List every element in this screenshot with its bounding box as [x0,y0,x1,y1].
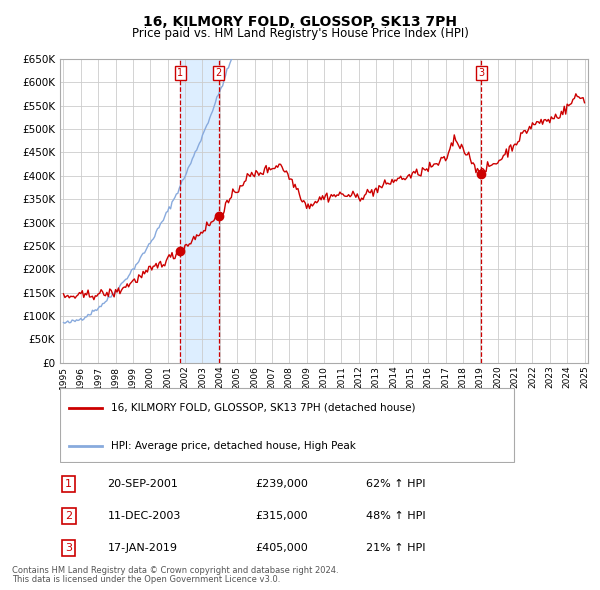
Text: 1: 1 [177,68,183,78]
Text: Price paid vs. HM Land Registry's House Price Index (HPI): Price paid vs. HM Land Registry's House … [131,27,469,40]
Bar [180,59,219,363]
Text: 16, KILMORY FOLD, GLOSSOP, SK13 7PH: 16, KILMORY FOLD, GLOSSOP, SK13 7PH [143,15,457,29]
Text: 11-DEC-2003: 11-DEC-2003 [107,512,181,521]
Text: 21% ↑ HPI: 21% ↑ HPI [366,543,426,553]
Text: 17-JAN-2019: 17-JAN-2019 [107,543,178,553]
Text: 2: 2 [65,512,73,521]
FancyBboxPatch shape [60,388,514,461]
Text: Contains HM Land Registry data © Crown copyright and database right 2024.: Contains HM Land Registry data © Crown c… [12,566,338,575]
Text: £315,000: £315,000 [256,512,308,521]
Text: 2: 2 [215,68,222,78]
Text: £239,000: £239,000 [256,479,308,489]
Text: HPI: Average price, detached house, High Peak: HPI: Average price, detached house, High… [112,441,356,451]
Text: £405,000: £405,000 [256,543,308,553]
Text: 3: 3 [478,68,484,78]
Text: 3: 3 [65,543,72,553]
Text: 20-SEP-2001: 20-SEP-2001 [107,479,178,489]
Text: 16, KILMORY FOLD, GLOSSOP, SK13 7PH (detached house): 16, KILMORY FOLD, GLOSSOP, SK13 7PH (det… [112,403,416,413]
Text: 62% ↑ HPI: 62% ↑ HPI [366,479,426,489]
Text: This data is licensed under the Open Government Licence v3.0.: This data is licensed under the Open Gov… [12,575,280,584]
Text: 48% ↑ HPI: 48% ↑ HPI [366,512,426,521]
Text: 1: 1 [65,479,72,489]
